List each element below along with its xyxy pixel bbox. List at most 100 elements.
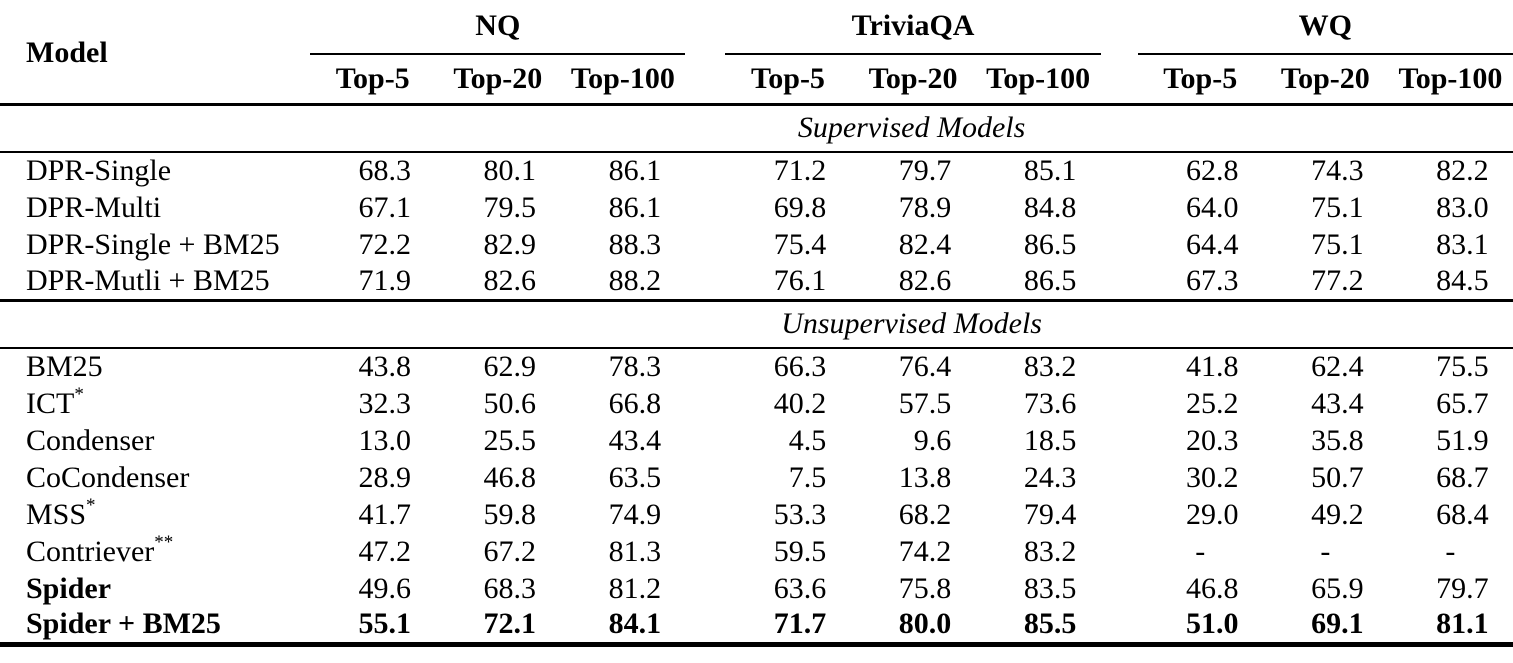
value-cell: 83.1 (1388, 226, 1513, 263)
value-text: 68.7 (1436, 460, 1489, 494)
model-name-cell: DPR-Multi (0, 189, 310, 226)
value-text: 71.2 (773, 154, 827, 187)
value-cell: 67.3 (1138, 263, 1263, 300)
col-header-triviaqa-top5: Top-5 (751, 61, 825, 95)
value-text: 46.8 (1185, 571, 1239, 605)
value-cell: 83.5 (976, 570, 1101, 607)
value-cell: 4.5 (725, 422, 850, 459)
value-text: 51.9 (1436, 423, 1489, 457)
value-text: 65.9 (1311, 571, 1364, 605)
value-text: 85.1 (1023, 154, 1077, 187)
value-cell: 66.3 (725, 348, 850, 385)
section-header-spacer (0, 298, 311, 349)
value-text: 43.4 (608, 423, 662, 457)
model-name-cell: Spider + BM25 (0, 607, 310, 644)
column-gap (1101, 189, 1138, 226)
model-name-label: DPR-Single + BM25 (26, 227, 280, 261)
value-text: 71.7 (773, 607, 827, 641)
value-text: 64.0 (1185, 190, 1239, 224)
value-cell: 65.9 (1263, 570, 1388, 607)
table-row: Spider + BM25 55.1 72.1 84.1 71.7 80.0 85.5 51.… (0, 607, 1513, 644)
value-text: 83.2 (1023, 534, 1077, 568)
value-text: 77.2 (1311, 263, 1364, 297)
value-text: 86.1 (608, 190, 662, 224)
value-text: 80.0 (898, 607, 952, 641)
value-text: 57.5 (898, 386, 952, 420)
value-cell: 88.3 (560, 226, 685, 263)
value-text: 67.3 (1185, 263, 1239, 297)
column-gap (685, 385, 725, 422)
table-row: CoCondenser 28.9 46.8 63.5 7.5 13.8 24.3 30.2 50… (0, 459, 1513, 496)
value-cell: 13.8 (851, 459, 976, 496)
value-text: 82.6 (898, 263, 952, 297)
value-cell: 64.4 (1138, 226, 1263, 263)
value-text: 64.4 (1185, 227, 1239, 261)
value-text: 66.8 (608, 386, 662, 420)
value-cell: 55.1 (310, 607, 435, 644)
value-cell: 43.8 (310, 348, 435, 385)
value-text: 46.8 (483, 460, 537, 494)
model-name-label: CoCondenser (26, 460, 190, 494)
value-cell: 75.5 (1388, 348, 1513, 385)
value-cell: - (1263, 533, 1388, 570)
value-cell: 50.7 (1263, 459, 1388, 496)
value-cell: 76.4 (851, 348, 976, 385)
value-cell: 9.6 (851, 422, 976, 459)
value-text: 62.8 (1185, 154, 1239, 187)
table-row: MSS* 41.7 59.8 74.9 53.3 68.2 79.4 29.0 49.2 68.4 (0, 496, 1513, 533)
value-cell: 80.1 (435, 152, 560, 189)
value-cell: 71.9 (310, 263, 435, 300)
value-text: 63.5 (608, 460, 662, 494)
superscript-marker: * (86, 494, 96, 516)
value-cell: 51.9 (1388, 422, 1513, 459)
model-name-cell: BM25 (0, 348, 310, 385)
value-text: 53.3 (773, 497, 827, 531)
value-cell: 41.7 (310, 496, 435, 533)
value-cell: 18.5 (976, 422, 1101, 459)
value-cell: 84.1 (560, 607, 685, 644)
value-text: 59.5 (773, 534, 827, 568)
value-text: 49.2 (1311, 497, 1364, 531)
value-text: 78.9 (898, 190, 952, 224)
value-text: 85.5 (1023, 607, 1077, 641)
value-cell: 79.7 (1388, 570, 1513, 607)
value-cell: 43.4 (1263, 385, 1388, 422)
value-text: 75.1 (1311, 227, 1364, 261)
value-text: 82.6 (483, 263, 537, 297)
column-gap (1101, 152, 1138, 189)
value-cell: 71.2 (725, 152, 850, 189)
value-cell: 81.2 (560, 570, 685, 607)
value-cell: 13.0 (310, 422, 435, 459)
value-cell: 72.1 (435, 607, 560, 644)
value-text: 83.5 (1023, 571, 1077, 605)
column-gap (685, 226, 725, 263)
value-cell: 79.7 (851, 152, 976, 189)
value-cell: 86.5 (976, 226, 1101, 263)
value-text: 81.2 (608, 571, 662, 605)
model-name-cell: DPR-Single + BM25 (0, 226, 310, 263)
value-cell: 46.8 (435, 459, 560, 496)
table-row: BM25 43.8 62.9 78.3 66.3 76.4 83.2 41.8 62.4 75.5 (0, 348, 1513, 385)
value-cell: 49.6 (310, 570, 435, 607)
value-cell: 86.1 (560, 152, 685, 189)
value-text: 55.1 (358, 607, 411, 641)
value-text: - (1320, 534, 1331, 568)
value-cell: 82.6 (851, 263, 976, 300)
group-header-row: Model NQ TriviaQA WQ (0, 4, 1513, 69)
value-text: 25.5 (483, 423, 537, 457)
value-text: 13.0 (358, 423, 411, 457)
value-text: 68.3 (483, 571, 537, 605)
value-cell: 78.3 (560, 348, 685, 385)
value-text: 88.3 (608, 227, 662, 261)
column-gap (685, 496, 725, 533)
value-cell: 29.0 (1138, 496, 1263, 533)
value-cell: 75.1 (1263, 189, 1388, 226)
value-cell: 47.2 (310, 533, 435, 570)
value-text: 72.1 (483, 607, 537, 641)
model-name-label: DPR-Multi (26, 190, 162, 224)
table-row: DPR-Mutli + BM25 71.9 82.6 88.2 76.1 82.6 86.5… (0, 263, 1513, 300)
value-cell: 75.8 (851, 570, 976, 607)
section-header-row: Unsupervised Models (0, 298, 1513, 349)
value-text: 63.6 (773, 571, 827, 605)
value-cell: 62.4 (1263, 348, 1388, 385)
